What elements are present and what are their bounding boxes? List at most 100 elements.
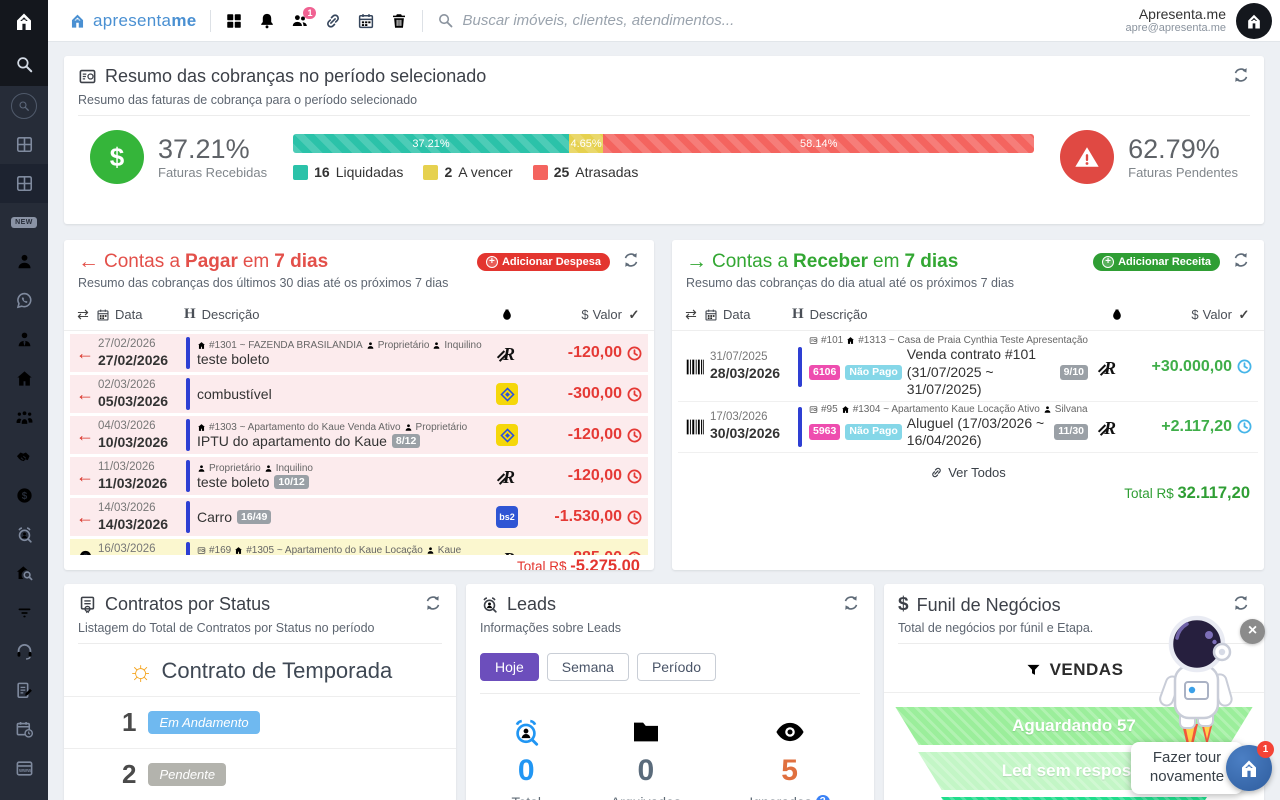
sidebar-item-quick-search[interactable] xyxy=(0,86,48,125)
house-icon xyxy=(846,336,855,345)
sidebar-item-search[interactable] xyxy=(0,42,48,86)
pending-clock-icon[interactable] xyxy=(622,427,646,444)
pending-clock-icon[interactable] xyxy=(1232,418,1256,435)
contract-status-row[interactable]: 2 Pendente xyxy=(64,749,456,800)
payable-row[interactable]: ← 27/02/2026 27/02/2026 #1301 ~ FAZENDA B… xyxy=(70,334,648,372)
refresh-icon[interactable] xyxy=(1232,251,1250,274)
arrow-right-icon: → xyxy=(686,250,707,273)
stat-value: 5 xyxy=(781,754,798,787)
sidebar-item-new[interactable]: NEW xyxy=(0,203,48,242)
eye-icon xyxy=(774,716,806,748)
category-bar xyxy=(186,419,190,451)
tab-semana[interactable]: Semana xyxy=(546,653,629,681)
help-icon[interactable]: ? xyxy=(815,795,830,800)
tab-periodo[interactable]: Período xyxy=(636,653,716,681)
payable-row[interactable]: ← 02/03/2026 05/03/2026 combustível -300,… xyxy=(70,375,648,413)
app-logo[interactable] xyxy=(0,0,48,42)
dollar-circle-icon: $ xyxy=(90,130,144,184)
contract-status-row[interactable]: 1 Em Andamento xyxy=(64,697,456,749)
contacts-icon[interactable]: 1 xyxy=(291,6,317,30)
sidebar-item-funnel[interactable] xyxy=(0,593,48,632)
close-icon[interactable]: × xyxy=(1240,619,1265,644)
bank-column-icon[interactable] xyxy=(484,308,530,322)
pending-clock-icon[interactable] xyxy=(622,345,646,362)
swap-icon[interactable]: ⇄ xyxy=(685,306,697,322)
sidebar-item-properties[interactable] xyxy=(0,359,48,398)
leads-ignored-stat: 5 Ignorados? xyxy=(749,716,830,800)
check-icon[interactable]: ✓ xyxy=(1238,306,1250,322)
funnel-stage[interactable]: Aguardando 57 xyxy=(895,707,1253,745)
refresh-icon[interactable] xyxy=(424,594,442,617)
stat-value: 0 xyxy=(637,754,655,787)
trash-icon[interactable] xyxy=(390,12,408,30)
pending-clock-icon[interactable] xyxy=(622,386,646,403)
sidebar-item-whatsapp[interactable] xyxy=(0,281,48,320)
user-menu[interactable]: Apresenta.me apre@apresenta.me xyxy=(1126,2,1272,39)
tab-hoje[interactable]: Hoje xyxy=(480,653,539,681)
sidebar-item-modules[interactable] xyxy=(0,164,48,203)
pending-clock-icon[interactable] xyxy=(622,550,646,556)
apps-grid-icon[interactable] xyxy=(225,12,243,30)
date-due: 28/03/2026 xyxy=(710,365,781,382)
payable-row[interactable]: ← 14/03/2026 14/03/2026 Carro 16/49 bs2 -1… xyxy=(70,498,648,536)
dollar-icon: $ xyxy=(1191,307,1199,322)
sidebar-item-brokers[interactable] xyxy=(0,320,48,359)
sidebar-item-contracts[interactable] xyxy=(0,671,48,710)
notifications-bell-icon[interactable] xyxy=(258,12,276,30)
add-income-button[interactable]: + Adicionar Receita xyxy=(1093,253,1220,271)
payable-row[interactable]: ← 11/03/2026 11/03/2026 Proprietário Inqui… xyxy=(70,457,648,495)
sidebar-item-schedule[interactable] xyxy=(0,710,48,749)
legend-liquidadas: 16 Liquidadas xyxy=(293,164,403,180)
receivable-row[interactable]: 31/07/2025 28/03/2026 #101 #1313 ~ Casa de… xyxy=(678,333,1258,402)
sidebar-item-dashboard[interactable] xyxy=(0,125,48,164)
sidebar-item-deals[interactable] xyxy=(0,437,48,476)
brand-wordmark[interactable]: apresentame xyxy=(68,11,196,31)
refresh-icon[interactable] xyxy=(1232,594,1250,617)
refresh-icon[interactable] xyxy=(1232,66,1250,89)
sidebar-item-support[interactable] xyxy=(0,632,48,671)
tour-tooltip[interactable]: Fazer tour novamente xyxy=(1131,742,1243,794)
check-icon[interactable]: ✓ xyxy=(628,306,640,322)
panel-title: Resumo das cobranças no período selecion… xyxy=(105,66,487,86)
refresh-icon[interactable] xyxy=(842,594,860,617)
funnel-stage[interactable]: Em Atendimento 18 xyxy=(941,797,1207,800)
receivable-row[interactable]: 17/03/2026 30/03/2026 #95 #1304 ~ Apartame… xyxy=(678,402,1258,453)
house-search-icon xyxy=(15,564,34,583)
bank-logo-r xyxy=(484,341,530,365)
sidebar-item-clients[interactable] xyxy=(0,242,48,281)
refresh-icon[interactable] xyxy=(622,251,640,274)
calendar-icon[interactable] xyxy=(357,12,375,30)
bank-logo-bs2: bs2 xyxy=(484,506,530,528)
category-bar xyxy=(798,346,802,387)
panel-subtitle: Informações sobre Leads xyxy=(480,621,622,635)
person-icon xyxy=(15,252,34,271)
sidebar-item-property-search[interactable] xyxy=(0,554,48,593)
outgoing-arrow-icon: ← xyxy=(76,506,94,527)
sidebar-item-website[interactable] xyxy=(0,749,48,788)
contract-count: 2 xyxy=(122,759,137,789)
divider xyxy=(210,9,212,32)
segment-liquidadas: 37.21% xyxy=(293,134,569,153)
pending-label: Faturas Pendentes xyxy=(1128,165,1238,180)
avatar[interactable] xyxy=(1236,2,1272,39)
brand-house-icon xyxy=(1237,756,1261,780)
sidebar-item-leads[interactable] xyxy=(0,398,48,437)
search-input[interactable] xyxy=(462,12,883,29)
sidebar-item-lead-alerts[interactable] xyxy=(0,515,48,554)
payable-row-transfer[interactable]: 16/03/202616/03/2026 #169#1305 ~ Apartam… xyxy=(70,539,648,555)
card-icon xyxy=(809,336,818,345)
amount: -1.530,00 xyxy=(554,508,622,525)
pending-clock-icon[interactable] xyxy=(622,509,646,526)
payable-row[interactable]: ← 04/03/2026 10/03/2026 #1303 ~ Apartamen… xyxy=(70,416,648,454)
link-icon[interactable] xyxy=(324,12,342,30)
panel-subtitle: Listagem do Total de Contratos por Statu… xyxy=(78,621,375,635)
sidebar-item-finance[interactable] xyxy=(0,476,48,515)
view-all-link[interactable]: Ver Todos xyxy=(672,453,1264,482)
bank-column-icon[interactable] xyxy=(1094,308,1140,322)
pending-clock-icon[interactable] xyxy=(622,468,646,485)
warning-circle-icon xyxy=(1060,130,1115,184)
add-expense-button[interactable]: + Adicionar Despesa xyxy=(476,253,610,271)
swap-icon[interactable]: ⇄ xyxy=(77,306,89,322)
amount: +2.117,20 xyxy=(1161,417,1232,435)
pending-clock-icon[interactable] xyxy=(1232,358,1256,375)
